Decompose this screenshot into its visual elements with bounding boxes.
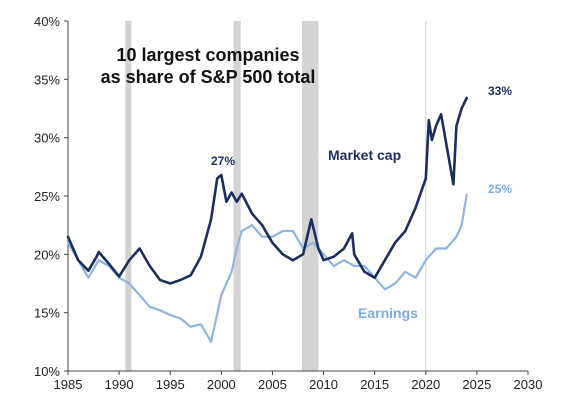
x-tick-label: 1990 <box>105 377 134 392</box>
y-tick-label: 25% <box>34 189 60 204</box>
x-tick-label: 2010 <box>309 377 338 392</box>
y-tick-label: 40% <box>34 14 60 29</box>
recession-band <box>125 21 132 371</box>
series-label-market-cap: Market cap <box>328 147 401 163</box>
x-tick-label: 2015 <box>360 377 389 392</box>
recession-band <box>302 21 319 371</box>
annotation-33: 33% <box>488 84 512 98</box>
x-tick-label: 2025 <box>462 377 491 392</box>
x-tick-label: 2000 <box>207 377 236 392</box>
x-tick-label: 2005 <box>258 377 287 392</box>
x-tick-label: 2030 <box>514 377 543 392</box>
y-tick-label: 35% <box>34 72 60 87</box>
y-tick-label: 10% <box>34 364 60 379</box>
y-tick-label: 15% <box>34 306 60 321</box>
axes: 10% 15% 20% 25% 30% 35% 40% 1985 1990 1995 2000 200… <box>34 14 542 392</box>
y-tick-label: 30% <box>34 131 60 146</box>
series-lines <box>66 96 469 343</box>
labels: 10 largest companies as share of S&P 500… <box>101 45 513 321</box>
chart-title-line-1: 10 largest companies <box>116 45 299 65</box>
annotation-27: 27% <box>211 154 235 168</box>
recession-band <box>233 21 241 371</box>
series-line-market-cap <box>66 96 469 285</box>
series-line-earnings <box>66 193 468 343</box>
x-tick-label: 2020 <box>411 377 440 392</box>
y-tick-label: 20% <box>34 247 60 262</box>
chart-title-line-2: as share of S&P 500 total <box>101 67 316 87</box>
series-label-earnings: Earnings <box>358 305 418 321</box>
x-tick-label: 1985 <box>54 377 83 392</box>
recession-bands <box>125 21 319 371</box>
annotation-25: 25% <box>488 182 512 196</box>
x-tick-label: 1995 <box>156 377 185 392</box>
